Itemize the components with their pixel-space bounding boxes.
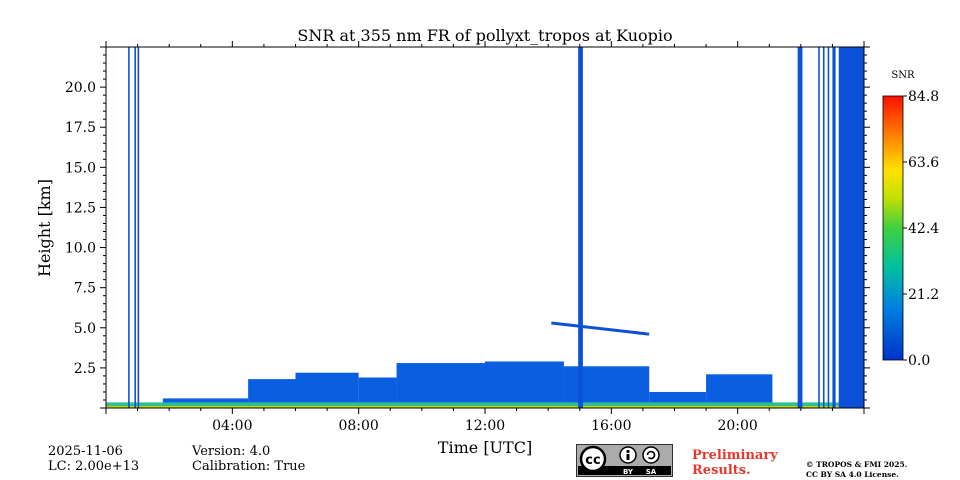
x-axis: 04:00 08:00 12:00 16:00 20:00 bbox=[105, 41, 865, 434]
full-column-stripe bbox=[832, 47, 836, 408]
full-column-stripe bbox=[137, 47, 140, 408]
surface-high-snr-band bbox=[106, 406, 864, 408]
full-column-stripe bbox=[818, 47, 820, 408]
date-text: 2025-11-06 bbox=[48, 444, 123, 459]
x-tick-label: 08:00 bbox=[338, 418, 378, 434]
plot-area bbox=[106, 47, 864, 408]
colorbar-tick-label: 42.4 bbox=[908, 221, 939, 237]
near-surface-signal bbox=[358, 402, 397, 408]
near-surface-signal bbox=[248, 402, 296, 408]
sa-sharealike-icon bbox=[642, 446, 660, 464]
boundary-layer-segment bbox=[563, 366, 650, 408]
y-tick-label: 2.5 bbox=[74, 361, 96, 377]
x-tick-label: 20:00 bbox=[717, 418, 757, 434]
preliminary-notice: Preliminary Results. bbox=[692, 448, 778, 478]
chart-title: SNR at 355 nm FR of pollyxt_tropos at Ku… bbox=[297, 26, 672, 45]
y-tick-label: 15.0 bbox=[65, 160, 96, 176]
y-tick-label: 5.0 bbox=[74, 321, 96, 337]
version-text: Version: 4.0 bbox=[192, 444, 271, 459]
colorbar bbox=[882, 95, 904, 361]
full-column-stripe bbox=[128, 47, 130, 408]
boundary-layer-segment bbox=[295, 372, 359, 408]
preliminary-line1: Preliminary bbox=[692, 448, 778, 463]
full-column-stripe bbox=[797, 47, 803, 408]
by-text: BY bbox=[623, 468, 634, 476]
y-tick-label: 17.5 bbox=[65, 120, 96, 136]
colorbar-tick-label: 21.2 bbox=[908, 287, 939, 303]
footer-version: Version: 4.0 Calibration: True bbox=[192, 444, 305, 474]
y-axis: 2.5 5.0 7.5 10.0 12.5 15.0 17.5 20.0 bbox=[65, 46, 870, 409]
cc-license-badge: cc BY SA bbox=[576, 444, 673, 477]
y-tick-label: 12.5 bbox=[65, 200, 96, 216]
x-tick-label: 04:00 bbox=[212, 418, 252, 434]
y-axis-label: Height [km] bbox=[35, 179, 54, 277]
colorbar-label: SNR bbox=[891, 70, 915, 81]
sa-text: SA bbox=[646, 468, 657, 476]
near-surface-signal bbox=[295, 402, 359, 408]
full-column-stripe bbox=[134, 47, 137, 408]
y-tick-label: 7.5 bbox=[74, 281, 96, 297]
colorbar-ticks: 0.0 21.2 42.4 63.6 84.8 bbox=[903, 89, 939, 369]
plot-frame bbox=[105, 46, 865, 409]
cc-logo-icon bbox=[579, 445, 607, 473]
cloud-layer bbox=[551, 321, 650, 336]
calibration-text: Calibration: True bbox=[192, 459, 306, 474]
colorbar-tick-label: 0.0 bbox=[908, 353, 930, 369]
full-column-stripe bbox=[822, 47, 825, 408]
cc-logo-text: cc bbox=[585, 453, 600, 468]
footer-left: 2025-11-06 LC: 2.00e+13 bbox=[48, 444, 139, 474]
x-tick-label: 16:00 bbox=[591, 418, 631, 434]
colorbar-tick-label: 63.6 bbox=[908, 155, 939, 171]
copyright-notice: © TROPOS & FMI 2025. CC BY SA 4.0 Licens… bbox=[806, 460, 907, 480]
near-surface-signal bbox=[563, 402, 650, 408]
near-surface-signal bbox=[396, 402, 485, 408]
full-column-stripe bbox=[578, 47, 583, 408]
copyright-line2: CC BY SA 4.0 License. bbox=[806, 470, 899, 479]
near-surface-signal bbox=[162, 402, 249, 408]
full-column-stripe bbox=[838, 47, 864, 408]
y-tick-label: 10.0 bbox=[65, 241, 96, 257]
boundary-layer-segment bbox=[396, 363, 485, 408]
copyright-line1: © TROPOS & FMI 2025. bbox=[806, 460, 908, 469]
preliminary-line2: Results. bbox=[692, 463, 751, 478]
boundary-layer-segment bbox=[485, 361, 564, 408]
full-column-stripe bbox=[827, 47, 830, 408]
x-axis-label: Time [UTC] bbox=[438, 438, 532, 457]
near-surface-signal bbox=[706, 402, 773, 408]
near-surface-signal bbox=[485, 402, 564, 408]
colorbar-tick-label: 84.8 bbox=[908, 89, 939, 105]
lc-text: LC: 2.00e+13 bbox=[48, 459, 140, 474]
y-tick-label: 20.0 bbox=[65, 80, 96, 96]
near-surface-signal bbox=[649, 402, 707, 408]
x-tick-label: 12:00 bbox=[465, 418, 505, 434]
